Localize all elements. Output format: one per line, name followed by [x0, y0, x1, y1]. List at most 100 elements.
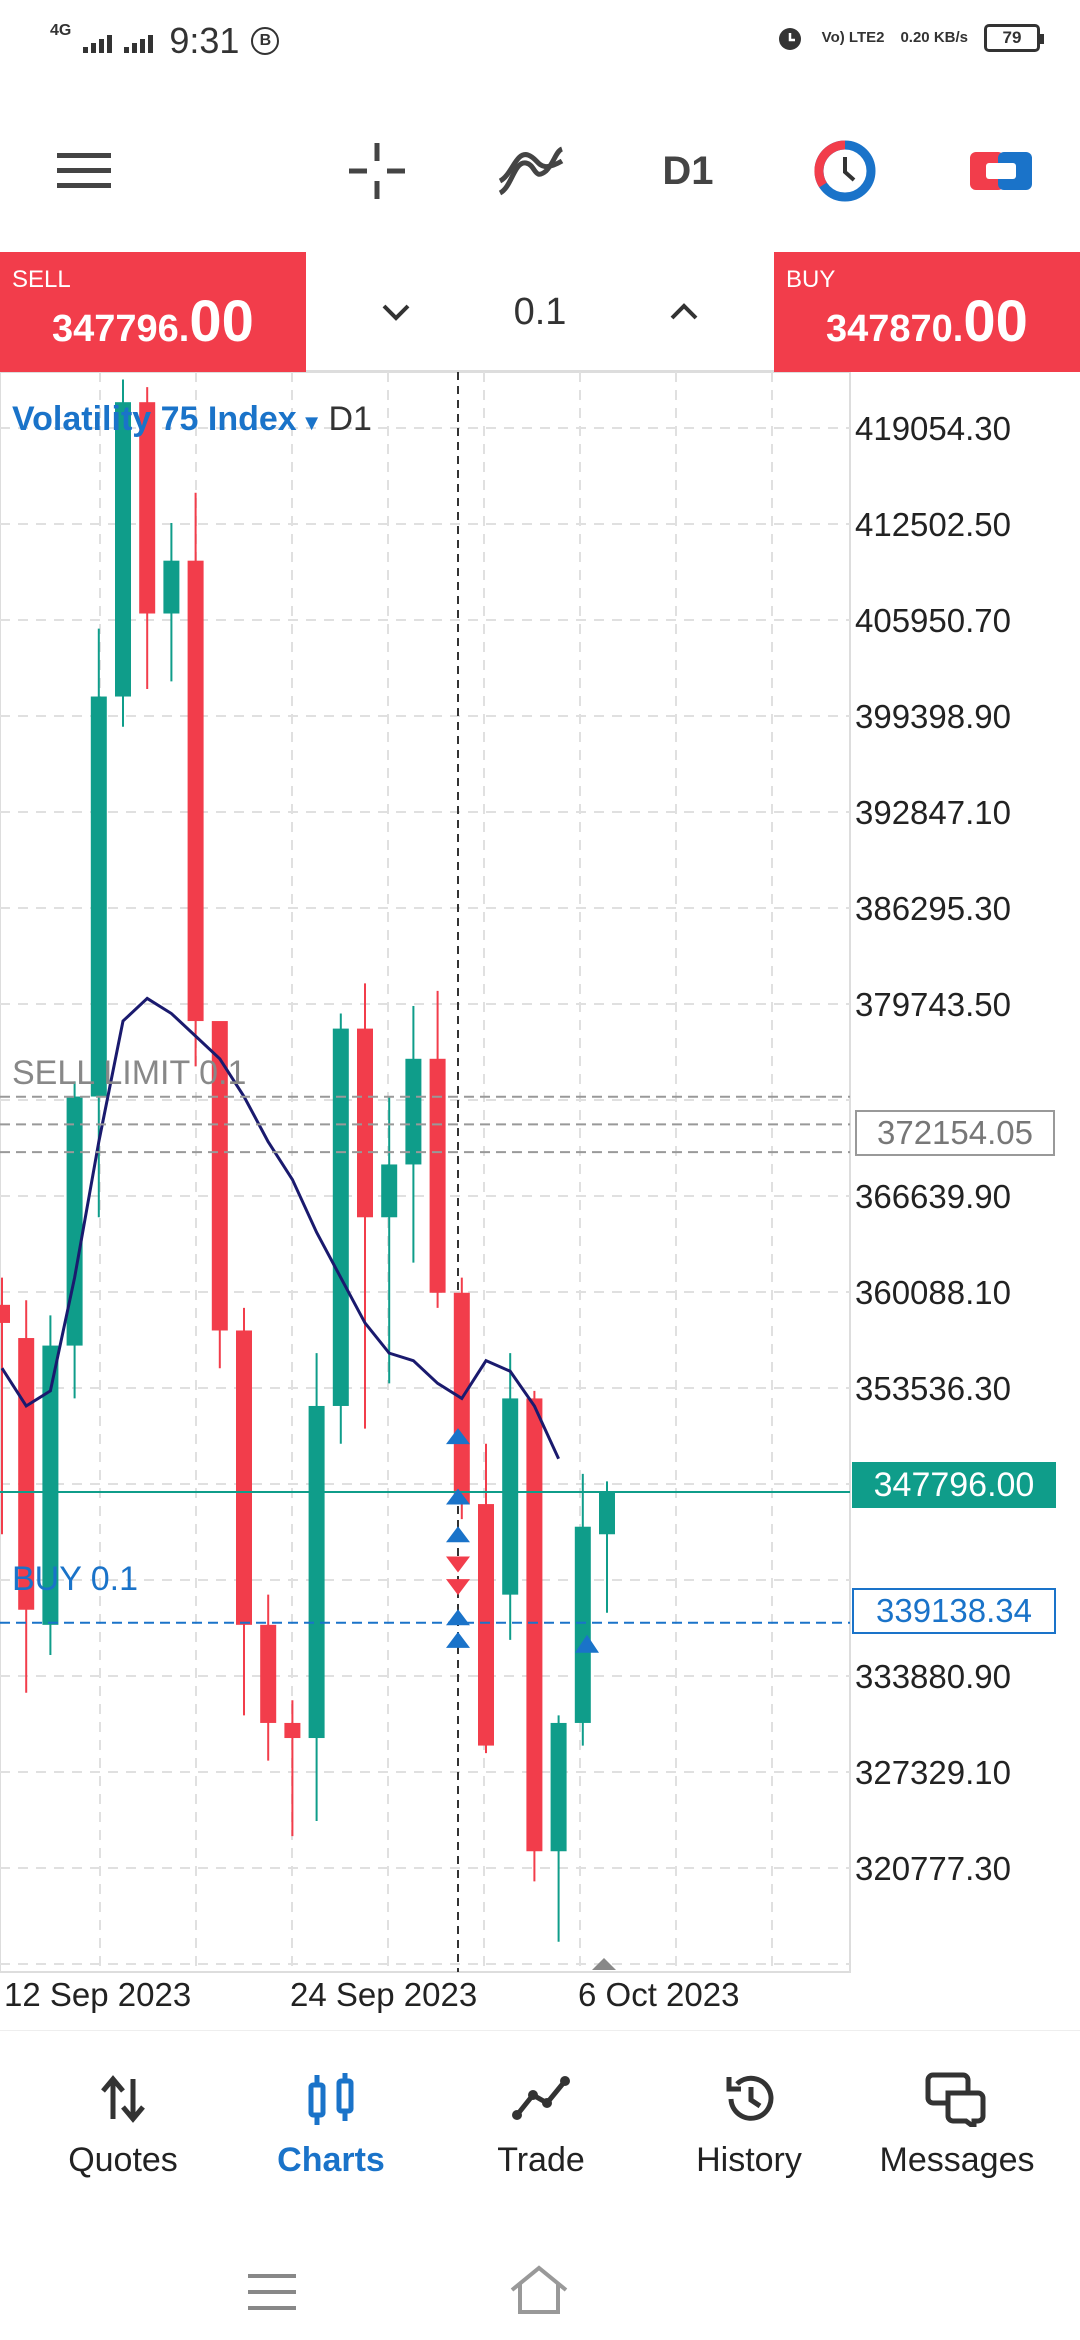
buy-price-big: 00	[963, 289, 1028, 354]
volume-decrease-button[interactable]	[376, 292, 416, 332]
buy-arrow-icon	[575, 1634, 599, 1653]
price-tick: 399398.90	[855, 698, 1011, 735]
candle-body-bullish	[332, 1028, 349, 1406]
crosshair-icon	[349, 143, 405, 199]
entry-price-tag: 339138.34	[852, 1588, 1056, 1634]
price-tick: 366639.90	[855, 1178, 1011, 1215]
chart-shift-marker	[592, 1958, 616, 1970]
buy-arrow-icon	[446, 1428, 470, 1445]
timeframe-button[interactable]: D1	[662, 148, 714, 193]
candle-body-bearish	[478, 1504, 494, 1746]
candle-body-bullish	[574, 1526, 591, 1723]
messages-icon	[925, 2072, 986, 2127]
nav-history[interactable]: History	[644, 2071, 854, 2180]
price-tick: 405950.70	[855, 602, 1011, 639]
charts-icon	[308, 2073, 354, 2125]
price-chart[interactable]: Volatility 75 Index ▼ D1 SELL LIMIT 0.1 BU…	[0, 372, 1080, 2030]
price-tick: 386295.30	[855, 890, 1011, 927]
one-click-trade-bar: SELL 347796.00 0.1 BUY 347870.00	[0, 252, 1080, 372]
network-label: 4G	[50, 22, 72, 39]
candle-body-bullish	[42, 1345, 59, 1625]
chart-canvas[interactable]	[0, 372, 1080, 2030]
candle-body-bearish	[236, 1330, 252, 1625]
volume-value[interactable]: 0.1	[513, 290, 567, 333]
candle-body-bullish	[308, 1405, 325, 1739]
sell-arrow-icon	[446, 1556, 470, 1573]
objects-button[interactable]	[956, 126, 1046, 216]
price-tick: 392847.10	[855, 794, 1011, 831]
nav-history-label: History	[696, 2141, 802, 2179]
buy-label: BUY	[786, 266, 836, 293]
candle-body-bullish	[550, 1722, 567, 1852]
candle-body-bearish	[187, 560, 204, 1022]
nav-charts[interactable]: Charts	[226, 2071, 436, 2180]
symbol-label[interactable]: Volatility 75 Index ▼ D1	[12, 400, 372, 439]
sell-label: SELL	[12, 266, 71, 293]
nav-messages[interactable]: Messages	[852, 2071, 1062, 2180]
candle-body-bearish	[211, 1021, 228, 1331]
nav-trade[interactable]: Trade	[436, 2071, 646, 2180]
quotes-icon	[101, 2075, 145, 2123]
chevron-up-icon	[670, 303, 698, 320]
current-price-tag: 347796.00	[852, 1462, 1056, 1508]
buy-price-main: 347870.	[826, 308, 964, 350]
trade-icon	[512, 2076, 570, 2120]
clock: 9:31	[169, 20, 240, 61]
status-bar: 4G 9:31 B Vo) LTE2 0.20 KB/s 79	[0, 0, 1080, 86]
price-tick: 412502.50	[855, 506, 1011, 543]
candle-body-bullish	[90, 696, 107, 1097]
nav-trade-label: Trade	[497, 2141, 585, 2179]
nav-charts-label: Charts	[277, 2141, 385, 2179]
system-navigation	[0, 2200, 1080, 2340]
price-tick: 333880.90	[855, 1658, 1011, 1695]
nav-quotes[interactable]: Quotes	[18, 2071, 228, 2180]
sell-price-main: 347796.	[52, 308, 190, 350]
buy-arrow-icon	[446, 1609, 470, 1626]
price-tick: 327329.10	[855, 1754, 1011, 1791]
objects-icon	[970, 152, 1032, 190]
candle-body-bearish	[0, 1304, 10, 1323]
sell-limit-price-tag: 372154.05	[855, 1110, 1055, 1156]
home-icon[interactable]	[504, 2262, 574, 2318]
volume-control: 0.1	[306, 252, 774, 372]
sell-limit-label[interactable]: SELL LIMIT 0.1	[12, 1054, 247, 1092]
indicators-button[interactable]	[486, 126, 576, 216]
chart-timeframe: D1	[328, 400, 372, 438]
plot-area	[0, 372, 851, 1973]
candle-body-bullish	[599, 1492, 615, 1535]
candle-body-bearish	[526, 1398, 543, 1852]
dropdown-icon: ▼	[300, 410, 323, 435]
candle-body-bullish	[502, 1398, 519, 1595]
menu-button[interactable]	[40, 126, 130, 216]
status-left: 4G 9:31 B	[50, 20, 280, 62]
recent-apps-icon[interactable]	[246, 2272, 298, 2312]
trade-clock-icon	[814, 140, 876, 202]
buy-button[interactable]: BUY 347870.00	[774, 252, 1080, 372]
trade-clock-button[interactable]	[800, 126, 890, 216]
price-tick: 360088.10	[855, 1274, 1011, 1311]
price-tick: 419054.30	[855, 410, 1011, 447]
candle-body-bullish	[381, 1164, 398, 1218]
bottom-navigation: Quotes Charts Trade History Messages	[0, 2030, 1080, 2200]
alarm-icon	[778, 28, 801, 50]
history-icon	[726, 2075, 774, 2121]
buy-arrow-icon	[446, 1488, 470, 1505]
candle-body-bearish	[284, 1722, 301, 1739]
indicators-icon	[498, 146, 564, 196]
sell-button[interactable]: SELL 347796.00	[0, 252, 306, 372]
crosshair-button[interactable]	[332, 126, 422, 216]
speed-label: 0.20 KB/s	[900, 29, 968, 46]
date-tick: 6 Oct 2023	[578, 1976, 740, 2013]
candle-body-bearish	[18, 1338, 35, 1610]
buy-arrow-icon	[446, 1526, 470, 1543]
status-right: Vo) LTE2 0.20 KB/s 79	[774, 22, 1044, 54]
volume-increase-button[interactable]	[664, 292, 704, 332]
nav-quotes-label: Quotes	[68, 2141, 178, 2179]
candle-body-bearish	[357, 1028, 373, 1218]
nav-messages-label: Messages	[879, 2141, 1035, 2179]
menu-icon	[57, 153, 111, 188]
date-tick: 24 Sep 2023	[290, 1976, 478, 2013]
buy-position-label[interactable]: BUY 0.1	[12, 1560, 139, 1598]
candle-body-bearish	[139, 402, 156, 614]
candle-body-bearish	[429, 1058, 446, 1293]
